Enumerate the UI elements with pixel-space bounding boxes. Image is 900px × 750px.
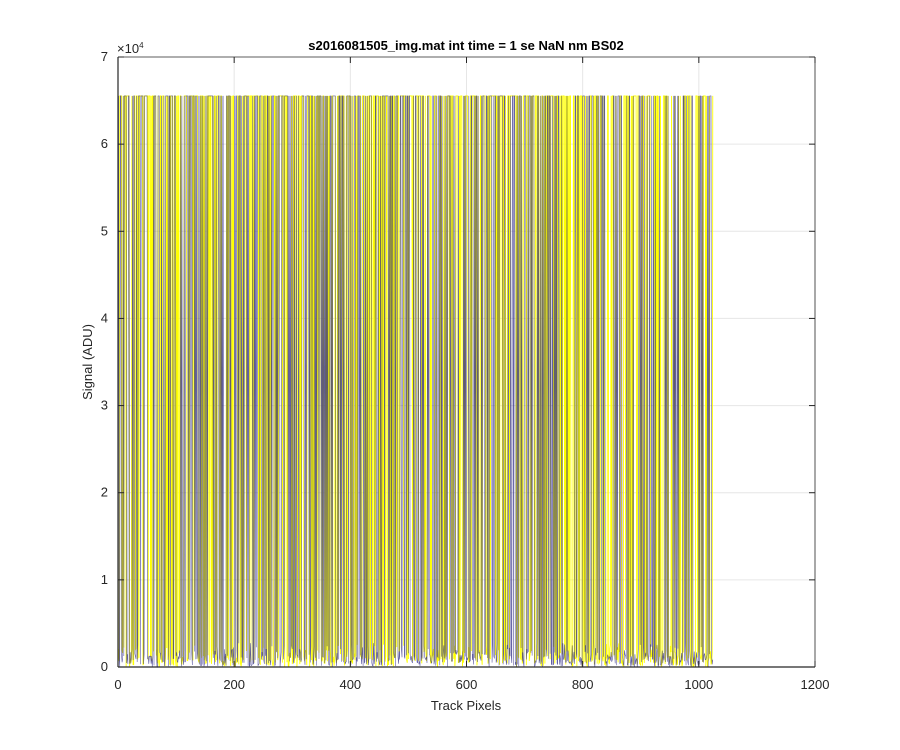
x-tick-label: 400 bbox=[339, 677, 361, 692]
x-tick-label: 800 bbox=[572, 677, 594, 692]
x-tick-label: 600 bbox=[456, 677, 478, 692]
x-tick-label: 1200 bbox=[801, 677, 830, 692]
series-line-1 bbox=[118, 95, 714, 668]
x-axis-label: Track Pixels bbox=[431, 698, 502, 713]
y-tick-label: 1 bbox=[101, 572, 108, 587]
x-tick-label: 0 bbox=[114, 677, 121, 692]
y-exponent-base: ×10 bbox=[117, 41, 139, 56]
y-tick-label: 2 bbox=[101, 485, 108, 500]
series-group bbox=[118, 95, 714, 668]
y-tick-label: 4 bbox=[101, 310, 108, 325]
x-tick-label: 200 bbox=[223, 677, 245, 692]
x-tick-label: 1000 bbox=[684, 677, 713, 692]
y-tick-label: 5 bbox=[101, 223, 108, 238]
y-tick-label: 7 bbox=[101, 49, 108, 64]
y-axis-label: Signal (ADU) bbox=[80, 324, 95, 400]
y-tick-label: 0 bbox=[101, 659, 108, 674]
y-tick-label: 3 bbox=[101, 398, 108, 413]
chart-title: s2016081505_img.mat int time = 1 se NaN … bbox=[308, 38, 623, 53]
series-line-2 bbox=[118, 95, 714, 668]
ticks: 0 200 400 600 800 1000 1200 0 1 2 3 4 5 6 7 bbox=[101, 49, 830, 692]
y-exponent-label: ×104 bbox=[117, 41, 144, 56]
y-tick-label: 6 bbox=[101, 136, 108, 151]
y-exponent-power: 4 bbox=[139, 41, 144, 50]
